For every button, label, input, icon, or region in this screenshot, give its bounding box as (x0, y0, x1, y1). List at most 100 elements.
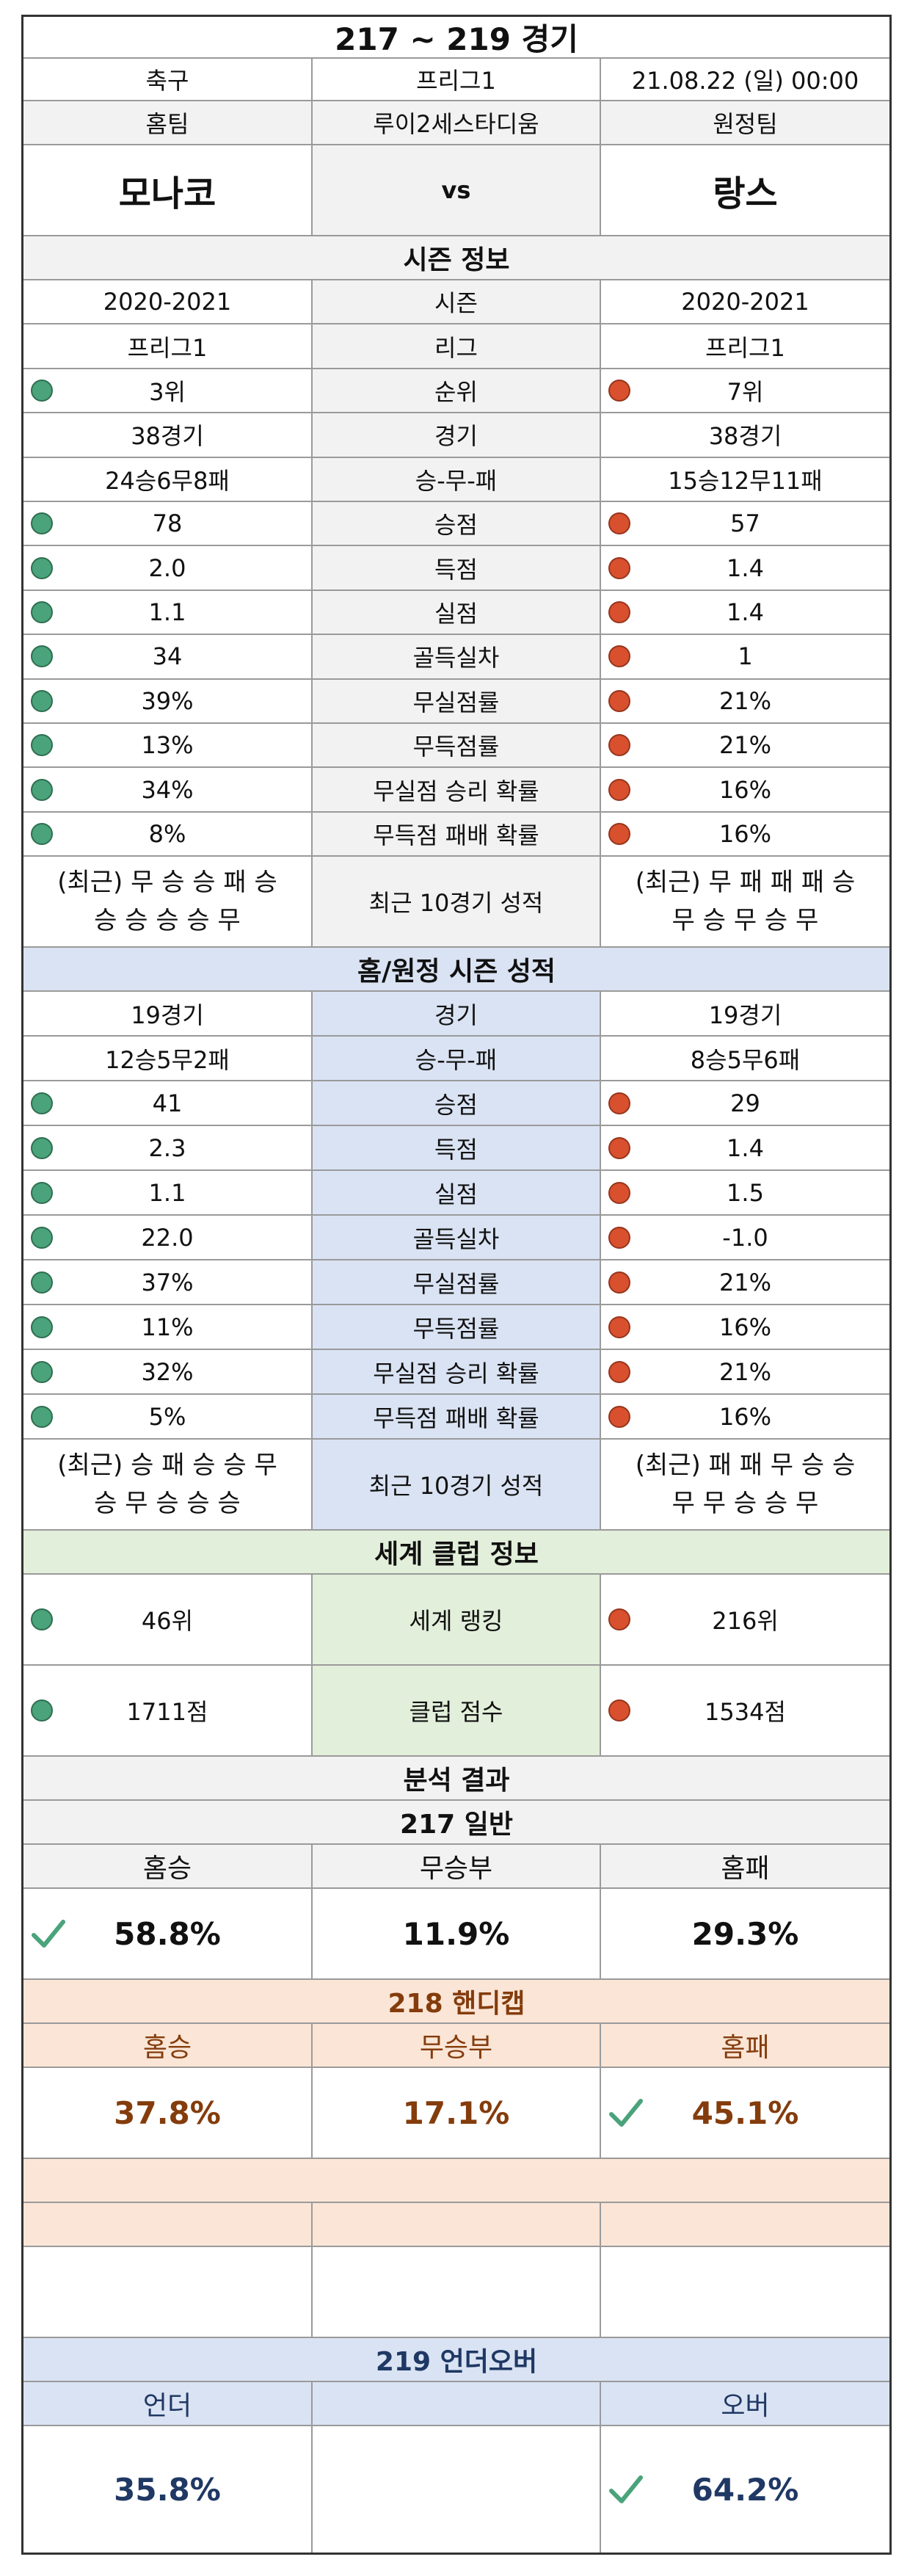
home-homeaway-recent: (최근) 승 패 승 승 무 승 무 승 승 승 (23, 1440, 313, 1529)
home-stat-value: 12승5무2패 (23, 1037, 313, 1080)
home-stat-value: 8% (23, 812, 313, 856)
season-stat-row: 34 골득실차 1 (23, 635, 889, 680)
title-row: 217 ~ 219 경기 (23, 17, 889, 59)
homeaway-stat-row: 32% 무실점 승리 확률 21% (23, 1350, 889, 1395)
club-score-label: 클럽 점수 (313, 1666, 601, 1755)
away-disadvantage-dot (608, 734, 630, 757)
home-stat-value: 3위 (23, 369, 313, 413)
away-disadvantage-dot (608, 1316, 630, 1338)
home-advantage-dot (31, 734, 53, 757)
sheet-title: 217 ~ 219 경기 (335, 21, 578, 57)
away-stat-value: 1.4 (601, 1126, 889, 1169)
stat-label-text: 무실점 승리 확률 (373, 1359, 539, 1387)
home-advantage-dot (31, 379, 53, 402)
away-stat-value-text: 프리그1 (705, 333, 785, 362)
home-stat-value-text: 12승5무2패 (105, 1045, 230, 1074)
away-stat-value-text: 1.5 (727, 1178, 764, 1207)
home-stat-value-text: 2020-2021 (103, 288, 232, 316)
away-club-score: 1534점 (601, 1666, 889, 1755)
stat-label-text: 무득점 패배 확률 (373, 821, 539, 849)
stat-label: 리그 (313, 324, 601, 368)
home-stat-value: 19경기 (23, 992, 313, 1035)
season-stat-row: 38경기 경기 38경기 (23, 413, 889, 458)
homeaway-header-row: 홈/원정 시즌 성적 (23, 948, 889, 992)
away-stat-value: 21% (601, 680, 889, 722)
homeaway-stat-row: 37% 무실점률 21% (23, 1260, 889, 1305)
stat-label: 무득점 패배 확률 (313, 812, 601, 856)
away-stat-value-text: 16% (718, 1313, 772, 1341)
away-disadvantage-dot (608, 1181, 630, 1204)
season-header: 시즌 정보 (403, 245, 510, 275)
under-label: 언더 (23, 2382, 313, 2425)
home-stat-value: 11% (23, 1305, 313, 1349)
away-world-rank-value: 216위 (712, 1607, 779, 1635)
league-cell: 프리그1 (313, 59, 601, 100)
stat-label-text: 무실점률 (412, 1269, 500, 1298)
team-label-row: 홈팀 루이2세스타디움 원정팀 (23, 101, 889, 145)
away-stat-value-text: 2020-2021 (681, 288, 809, 316)
away-stat-value-text: 21% (718, 1268, 772, 1296)
general-v1-text: 58.8% (114, 1915, 221, 1952)
home-stat-value: 32% (23, 1350, 313, 1393)
stat-label: 승점 (313, 1081, 601, 1125)
check-icon (609, 2475, 643, 2503)
handicap-value-row: 37.8% 17.1% 45.1% (23, 2068, 889, 2159)
stat-label-text: 승점 (434, 511, 478, 540)
away-recent-form: (최근) 무 패 패 패 승 무 승 무 승 무 (601, 857, 889, 946)
home-stat-value: 24승6무8패 (23, 457, 313, 501)
stat-label-text: 실점 (434, 599, 478, 628)
general-col-row: 홈승 무승부 홈패 (23, 1845, 889, 1889)
away-disadvantage-dot (608, 1226, 630, 1249)
away-stat-value: 21% (601, 1350, 889, 1393)
away-stat-value: 19경기 (601, 992, 889, 1035)
stat-label-text: 실점 (434, 1180, 478, 1208)
away-stat-value: 8승5무6패 (601, 1037, 889, 1080)
home-stat-value-text: 41 (152, 1089, 183, 1117)
over-label: 오버 (721, 2391, 770, 2421)
away-disadvantage-dot (608, 1136, 630, 1159)
underover-empty-value (313, 2426, 601, 2553)
homeaway-stat-row: 1.1 실점 1.5 (23, 1171, 889, 1216)
home-advantage-dot (31, 1226, 53, 1249)
home-advantage-dot (31, 1316, 53, 1338)
home-advantage-dot (31, 778, 53, 801)
away-team-name: 랑스 (713, 173, 778, 214)
season-stat-row: 39% 무실점률 21% (23, 679, 889, 724)
home-stat-value: 34% (23, 768, 313, 811)
away-stat-value: 29 (601, 1081, 889, 1125)
home-stat-value: 41 (23, 1081, 313, 1125)
home-recent-form: (최근) 무 승 승 패 승 승 승 승 승 무 (23, 857, 313, 946)
stat-label: 무득점률 (313, 724, 601, 767)
stat-label-text: 득점 (434, 1135, 478, 1164)
away-disadvantage-dot (608, 822, 630, 845)
away-stat-value-text: 15승12무11패 (668, 466, 823, 495)
empty-cell (313, 2247, 601, 2337)
underover-title-row: 219 언더오버 (23, 2338, 889, 2382)
away-stat-value-text: 57 (730, 509, 760, 538)
away-world-rank: 216위 (601, 1575, 889, 1664)
away-disadvantage-dot (608, 379, 630, 402)
handicap-home-win-value: 37.8% (23, 2068, 313, 2158)
world-header: 세계 클럽 정보 (374, 1539, 539, 1570)
stat-label: 무득점 패배 확률 (313, 1395, 601, 1438)
home-stat-value: 1.1 (23, 590, 313, 634)
underover-empty-label (313, 2382, 601, 2425)
away-stat-value: 1 (601, 635, 889, 678)
away-disadvantage-dot (608, 1092, 630, 1114)
empty-cell (601, 2247, 889, 2337)
team-name-row: 모나코 vs 랑스 (23, 145, 889, 236)
away-disadvantage-dot (608, 556, 630, 579)
venue-cell: 루이2세스타디움 (313, 101, 601, 144)
stat-label-text: 무득점 패배 확률 (373, 1404, 539, 1432)
general-home-win-label: 홈승 (23, 1845, 313, 1887)
away-homeaway-recent: (최근) 패 패 무 승 승 무 무 승 승 무 (601, 1440, 889, 1529)
away-stat-value: 1.4 (601, 591, 889, 634)
general-home-loss-label: 홈패 (721, 1854, 770, 1884)
underover-col-row: 언더 오버 (23, 2382, 889, 2426)
home-stat-value-text: 19경기 (131, 1001, 204, 1029)
home-advantage-dot (31, 601, 53, 623)
season-stat-row: 78 승점 57 (23, 502, 889, 547)
home-stat-value-text: 78 (152, 509, 183, 538)
home-stat-value-text: 프리그1 (127, 333, 208, 362)
away-stat-value-text: 1.4 (727, 598, 764, 626)
